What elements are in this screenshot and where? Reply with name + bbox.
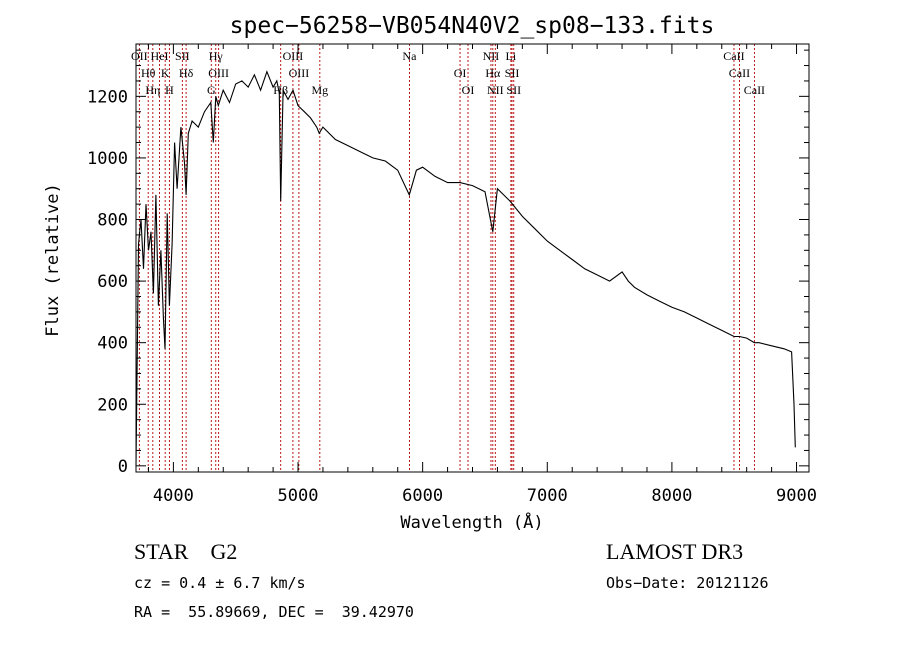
marker-label: H [165, 83, 174, 97]
y-tick-label: 600 [97, 272, 128, 292]
x-axis-label: Wavelength (Å) [400, 511, 543, 533]
y-tick-label: 400 [97, 334, 128, 354]
marker-label: SII [175, 49, 190, 63]
marker-label: G [207, 83, 216, 97]
marker-label: Hγ [209, 49, 224, 63]
obs-date: Obs−Date: 20121126 [606, 574, 769, 592]
marker-label: SII [505, 66, 520, 80]
marker-label: NII [483, 49, 500, 63]
marker-label: OI [462, 83, 475, 97]
marker-label: Li [506, 49, 517, 63]
chart-title: spec−56258−VB054N40V2_sp08−133.fits [230, 13, 715, 39]
x-tick-label: 8000 [651, 486, 692, 506]
marker-label: OI [454, 66, 467, 80]
y-tick-label: 200 [97, 395, 128, 415]
marker-label: HeI [151, 49, 169, 63]
marker-label: Hη [145, 83, 160, 97]
object-class: STAR G2 [134, 539, 238, 564]
marker-label: CaII [723, 49, 744, 63]
y-tick-label: 800 [97, 211, 128, 231]
marker-label: OIII [208, 66, 229, 80]
marker-label: OІІ [131, 49, 148, 63]
marker-label: Na [402, 49, 417, 63]
marker-label: CaII [729, 66, 750, 80]
marker-label: Mg [311, 83, 328, 97]
x-tick-label: 9000 [776, 486, 817, 506]
x-tick-label: 6000 [402, 486, 443, 506]
marker-label: SII [506, 83, 521, 97]
marker-label: NII [487, 83, 504, 97]
y-tick-label: 1200 [87, 87, 128, 107]
marker-label: OIII [289, 66, 310, 80]
marker-label: CaII [744, 83, 765, 97]
y-tick-label: 1000 [87, 149, 128, 169]
marker-label: OIII [283, 49, 304, 63]
y-tick-label: 0 [118, 457, 128, 477]
x-tick-label: 7000 [527, 486, 568, 506]
marker-label: Hα [485, 66, 501, 80]
marker-label: Hθ [141, 66, 156, 80]
survey-name: LAMOST DR3 [606, 539, 744, 564]
x-tick-label: 4000 [153, 486, 194, 506]
marker-label: K [161, 66, 170, 80]
x-tick-label: 5000 [278, 486, 319, 506]
marker-label: Hδ [179, 66, 194, 80]
redshift-text: cz = 0.4 ± 6.7 km/s [134, 574, 306, 592]
plot-frame [135, 43, 810, 473]
spectrum-line [135, 70, 796, 466]
coordinates: RA = 55.89669, DEC = 39.42970 [134, 603, 414, 621]
y-axis-label: Flux (relative) [43, 183, 63, 337]
